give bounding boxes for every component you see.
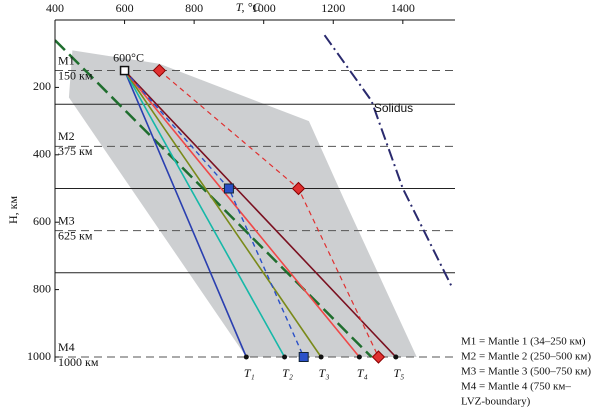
series-line xyxy=(323,34,453,287)
legend-text: M2 = Mantle 2 (250–500 км) xyxy=(461,351,591,363)
origin-marker xyxy=(119,65,130,76)
marker-square xyxy=(223,183,234,194)
x-tick-label: 600 xyxy=(116,1,134,15)
y-tick-label: 800 xyxy=(33,281,51,295)
level-name: M3 xyxy=(58,213,75,227)
marker-dot xyxy=(356,354,362,360)
legend-text: LVZ-boundary) xyxy=(461,396,531,408)
x-tick-label: 1400 xyxy=(391,1,415,15)
level-depth: 1000 км xyxy=(58,355,99,369)
y-tick-label: 1000 xyxy=(27,349,51,363)
x-tick-label: 1000 xyxy=(252,1,276,15)
series-line xyxy=(123,70,322,358)
level-depth: 375 км xyxy=(58,144,93,158)
y-tick-label: 400 xyxy=(33,147,51,161)
marker-square xyxy=(298,352,309,362)
series-line xyxy=(123,69,397,358)
marker-dot xyxy=(282,354,288,360)
series-end-label: T₅ xyxy=(393,366,404,380)
marker-dot xyxy=(393,354,399,360)
y-axis-label: H, км xyxy=(6,196,20,224)
x-tick-label: 1200 xyxy=(321,1,345,15)
shaded-region xyxy=(68,50,417,357)
series-line xyxy=(123,70,248,358)
series-end-label: T₄ xyxy=(357,366,368,380)
level-name: M1 xyxy=(58,53,75,67)
level-depth: 150 км xyxy=(58,68,93,82)
y-tick-label: 200 xyxy=(33,79,51,93)
series-line xyxy=(123,70,360,358)
x-tick-label: 400 xyxy=(46,1,64,15)
level-name: M4 xyxy=(58,340,75,354)
series-line xyxy=(123,70,286,358)
marker-diamond xyxy=(152,63,167,78)
series-label: Solidus xyxy=(374,101,413,115)
series-end-label: T₂ xyxy=(282,366,293,380)
marker-dot xyxy=(318,354,324,360)
level-name: M2 xyxy=(58,129,75,143)
legend-text: M1 = Mantle 1 (34–250 км) xyxy=(461,336,586,348)
marker-diamond xyxy=(371,350,386,364)
legend-text: M3 = Mantle 3 (500–750 км) xyxy=(461,366,591,378)
x-tick-label: 800 xyxy=(185,1,203,15)
y-tick-label: 600 xyxy=(33,214,51,228)
level-depth: 625 км xyxy=(58,228,93,242)
series-end-label: T₃ xyxy=(319,366,330,380)
x-axis-label: T, °C xyxy=(236,0,262,14)
marker-diamond xyxy=(291,181,306,196)
series-end-label: T₁ xyxy=(244,366,255,380)
annotation: 600°C xyxy=(113,50,144,64)
marker-dot xyxy=(243,354,249,360)
legend-text: M4 = Mantle 4 (750 км– xyxy=(461,381,571,393)
